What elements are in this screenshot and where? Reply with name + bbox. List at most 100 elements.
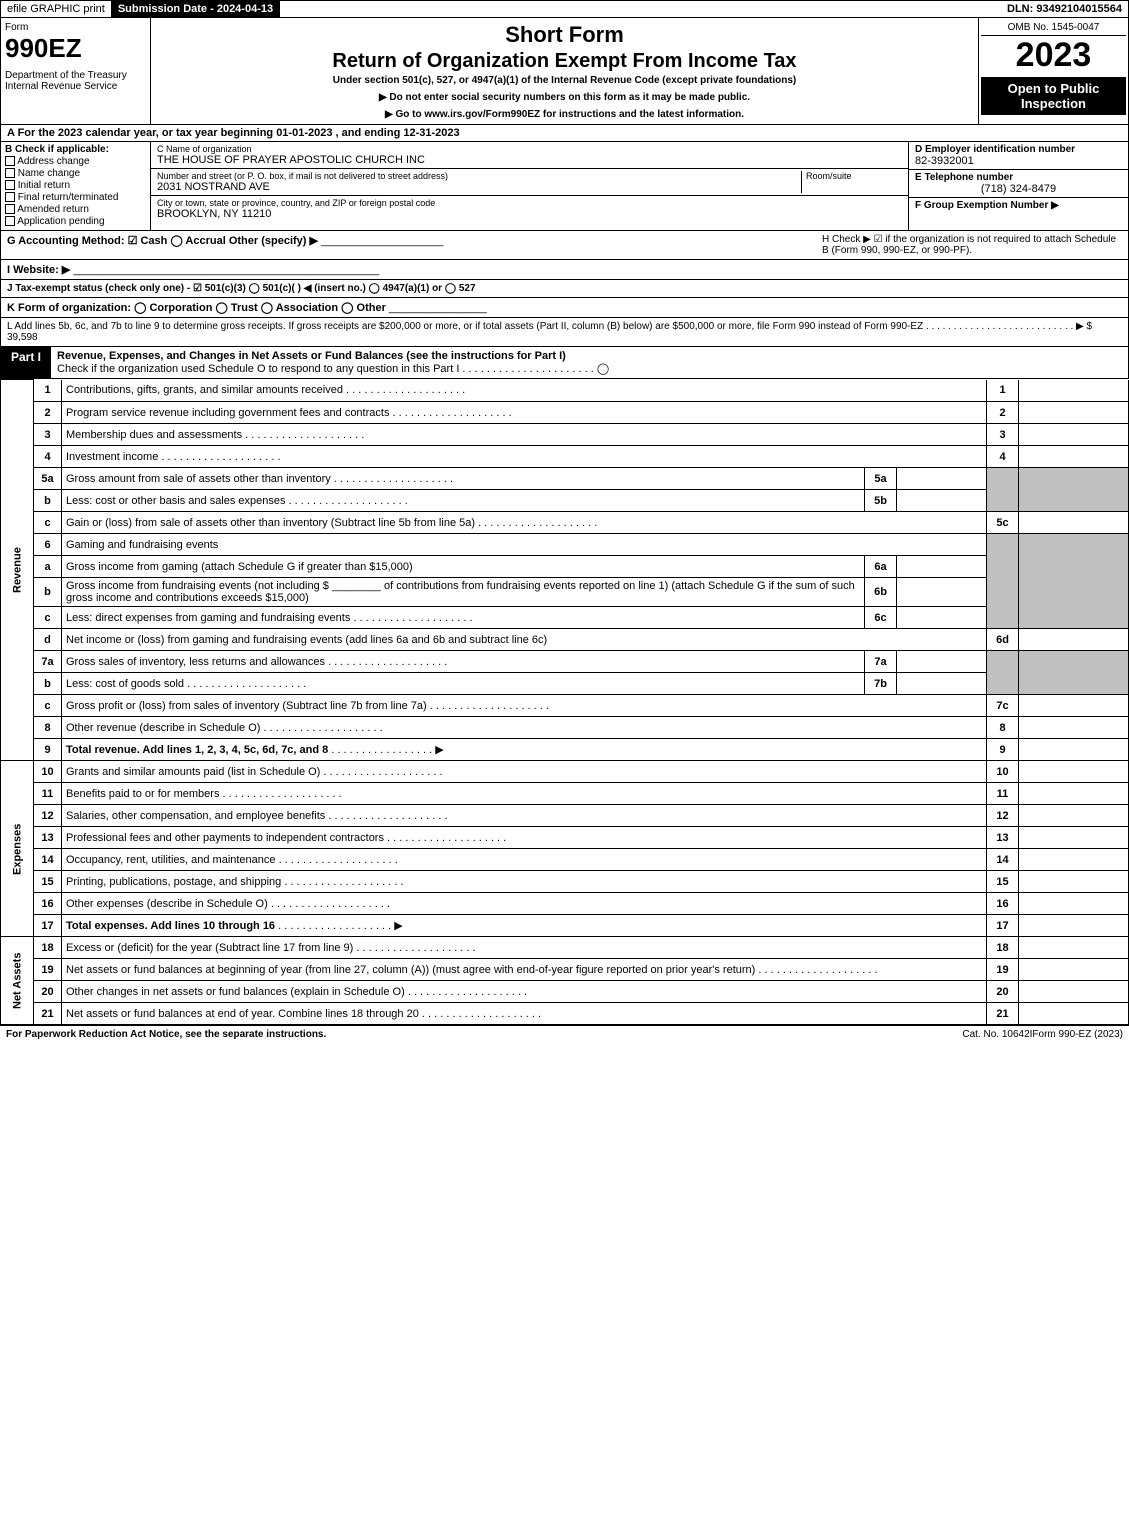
chk-amended-return[interactable]: Amended return bbox=[5, 204, 146, 215]
lines-table: Revenue 1 Contributions, gifts, grants, … bbox=[0, 379, 1129, 1025]
amt-16 bbox=[1019, 893, 1129, 915]
amt-14 bbox=[1019, 849, 1129, 871]
ln-1: 1 bbox=[34, 380, 62, 402]
goto-link[interactable]: ▶ Go to www.irs.gov/Form990EZ for instru… bbox=[155, 109, 974, 120]
amt-7c bbox=[1019, 695, 1129, 717]
rn-3: 3 bbox=[987, 424, 1019, 446]
rn-17: 17 bbox=[987, 915, 1019, 937]
line-5b-desc: Less: cost or other basis and sales expe… bbox=[62, 490, 865, 512]
amt-17 bbox=[1019, 915, 1129, 937]
rn-7ab-grey bbox=[987, 651, 1019, 695]
rn-5ab-grey bbox=[987, 468, 1019, 512]
efile-print[interactable]: efile GRAPHIC print bbox=[1, 1, 112, 17]
line-6a-desc: Gross income from gaming (attach Schedul… bbox=[62, 556, 865, 578]
ln-9: 9 bbox=[34, 739, 62, 761]
sub-5b: 5b bbox=[865, 490, 897, 512]
line-5a-desc: Gross amount from sale of assets other t… bbox=[62, 468, 865, 490]
form-of-org: K Form of organization: ◯ Corporation ◯ … bbox=[0, 298, 1129, 318]
telephone: (718) 324-8479 bbox=[915, 183, 1122, 195]
line-15-desc: Printing, publications, postage, and shi… bbox=[62, 871, 987, 893]
dln: DLN: 93492104015564 bbox=[1001, 1, 1128, 17]
col-c-org-info: C Name of organization THE HOUSE OF PRAY… bbox=[151, 142, 908, 230]
rn-1: 1 bbox=[987, 380, 1019, 402]
ln-13: 13 bbox=[34, 827, 62, 849]
subval-6b bbox=[897, 578, 987, 607]
rn-18: 18 bbox=[987, 937, 1019, 959]
ln-15: 15 bbox=[34, 871, 62, 893]
ln-6: 6 bbox=[34, 534, 62, 556]
rn-15: 15 bbox=[987, 871, 1019, 893]
rn-5c: 5c bbox=[987, 512, 1019, 534]
subval-5a bbox=[897, 468, 987, 490]
side-revenue: Revenue bbox=[1, 380, 34, 761]
org-name-label: C Name of organization bbox=[157, 144, 902, 154]
ln-5a: 5a bbox=[34, 468, 62, 490]
amt-13 bbox=[1019, 827, 1129, 849]
chk-initial-return[interactable]: Initial return bbox=[5, 180, 146, 191]
ln-12: 12 bbox=[34, 805, 62, 827]
amt-11 bbox=[1019, 783, 1129, 805]
ln-20: 20 bbox=[34, 981, 62, 1003]
ln-19: 19 bbox=[34, 959, 62, 981]
amt-12 bbox=[1019, 805, 1129, 827]
rn-16: 16 bbox=[987, 893, 1019, 915]
city: BROOKLYN, NY 11210 bbox=[157, 208, 902, 220]
chk-final-return[interactable]: Final return/terminated bbox=[5, 192, 146, 203]
ln-14: 14 bbox=[34, 849, 62, 871]
amt-19 bbox=[1019, 959, 1129, 981]
schedule-b-check: H Check ▶ ☑ if the organization is not r… bbox=[822, 234, 1122, 256]
line-3-desc: Membership dues and assessments bbox=[62, 424, 987, 446]
line-14-desc: Occupancy, rent, utilities, and maintena… bbox=[62, 849, 987, 871]
line-10-desc: Grants and similar amounts paid (list in… bbox=[62, 761, 987, 783]
amt-5ab-grey bbox=[1019, 468, 1129, 512]
line-19-desc: Net assets or fund balances at beginning… bbox=[62, 959, 987, 981]
row-a-tax-year: A For the 2023 calendar year, or tax yea… bbox=[0, 125, 1129, 142]
line-12-desc: Salaries, other compensation, and employ… bbox=[62, 805, 987, 827]
chk-name-change[interactable]: Name change bbox=[5, 168, 146, 179]
rn-20: 20 bbox=[987, 981, 1019, 1003]
line-21-desc: Net assets or fund balances at end of ye… bbox=[62, 1003, 987, 1025]
chk-address-change[interactable]: Address change bbox=[5, 156, 146, 167]
side-net-assets: Net Assets bbox=[1, 937, 34, 1025]
rn-19: 19 bbox=[987, 959, 1019, 981]
col-def: D Employer identification number 82-3932… bbox=[908, 142, 1128, 230]
sub-5a: 5a bbox=[865, 468, 897, 490]
ln-2: 2 bbox=[34, 402, 62, 424]
amt-10 bbox=[1019, 761, 1129, 783]
amt-20 bbox=[1019, 981, 1129, 1003]
tax-year: 2023 bbox=[981, 36, 1126, 75]
ln-6b: b bbox=[34, 578, 62, 607]
street: 2031 NOSTRAND AVE bbox=[157, 181, 797, 193]
line-8-desc: Other revenue (describe in Schedule O) bbox=[62, 717, 987, 739]
amt-21 bbox=[1019, 1003, 1129, 1025]
rn-4: 4 bbox=[987, 446, 1019, 468]
rn-7c: 7c bbox=[987, 695, 1019, 717]
line-9-desc: Total revenue. Add lines 1, 2, 3, 4, 5c,… bbox=[62, 739, 987, 761]
part-i-check: Check if the organization used Schedule … bbox=[57, 363, 609, 375]
ln-6a: a bbox=[34, 556, 62, 578]
rn-13: 13 bbox=[987, 827, 1019, 849]
omb-number: OMB No. 1545-0047 bbox=[981, 20, 1126, 36]
ssn-warning: ▶ Do not enter social security numbers o… bbox=[155, 92, 974, 103]
amt-6d bbox=[1019, 629, 1129, 651]
sub-6c: 6c bbox=[865, 607, 897, 629]
return-title: Return of Organization Exempt From Incom… bbox=[155, 50, 974, 73]
ln-4: 4 bbox=[34, 446, 62, 468]
line-7a-desc: Gross sales of inventory, less returns a… bbox=[62, 651, 865, 673]
ein: 82-3932001 bbox=[915, 155, 1122, 167]
ln-3: 3 bbox=[34, 424, 62, 446]
rn-12: 12 bbox=[987, 805, 1019, 827]
rn-10: 10 bbox=[987, 761, 1019, 783]
line-11-desc: Benefits paid to or for members bbox=[62, 783, 987, 805]
subval-6a bbox=[897, 556, 987, 578]
line-2-desc: Program service revenue including govern… bbox=[62, 402, 987, 424]
ln-10: 10 bbox=[34, 761, 62, 783]
sub-7a: 7a bbox=[865, 651, 897, 673]
amt-4 bbox=[1019, 446, 1129, 468]
line-6d-desc: Net income or (loss) from gaming and fun… bbox=[62, 629, 987, 651]
line-16-desc: Other expenses (describe in Schedule O) bbox=[62, 893, 987, 915]
ln-17: 17 bbox=[34, 915, 62, 937]
chk-application-pending[interactable]: Application pending bbox=[5, 216, 146, 227]
rn-6d: 6d bbox=[987, 629, 1019, 651]
line-6b-desc: Gross income from fundraising events (no… bbox=[62, 578, 865, 607]
